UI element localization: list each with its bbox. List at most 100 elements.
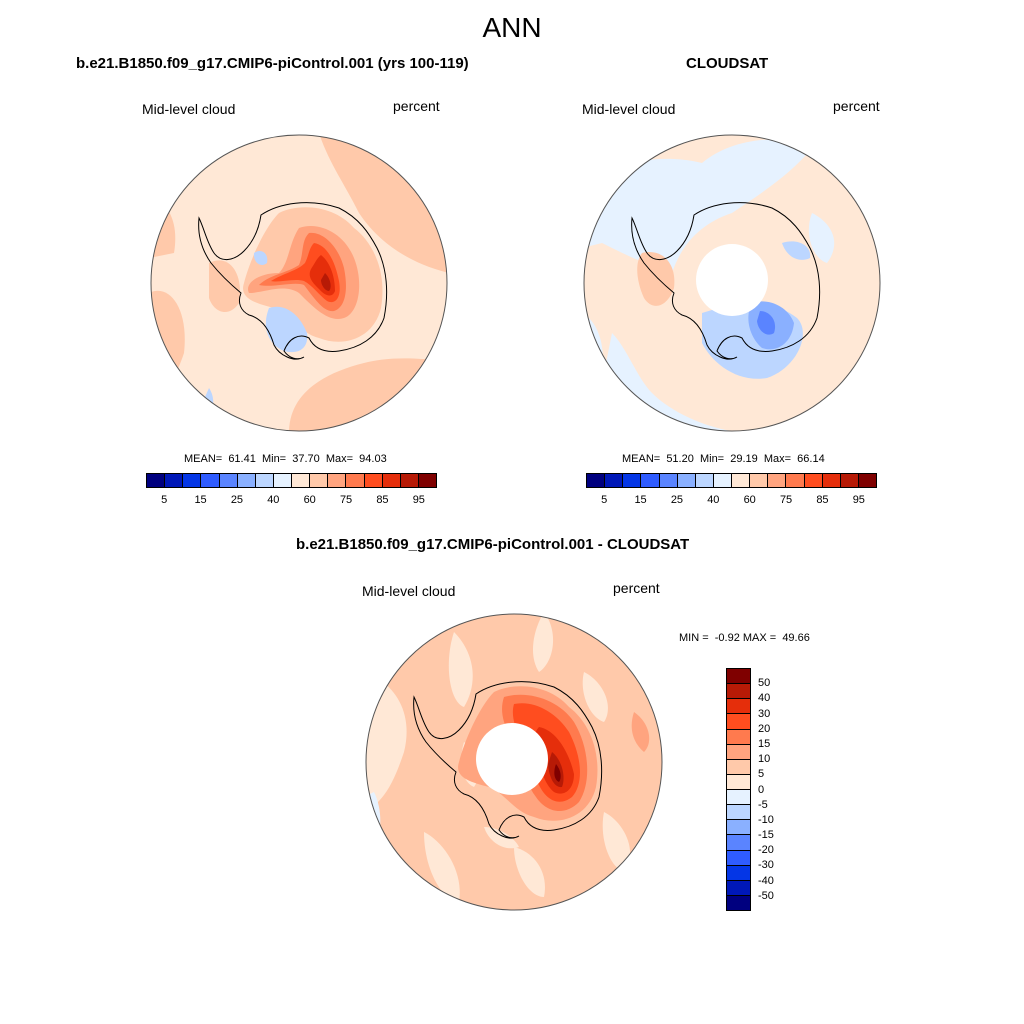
colorbar-box xyxy=(659,474,678,487)
colorbar-tick-label: 60 xyxy=(743,494,756,506)
colorbar-box xyxy=(292,474,311,487)
colorbar-box xyxy=(147,474,166,487)
colorbar-box xyxy=(727,699,750,715)
colorbar-tick-label: 15 xyxy=(758,737,771,750)
colorbar-box xyxy=(641,474,660,487)
page-title: ANN xyxy=(482,12,542,43)
colorbar-box xyxy=(768,474,787,487)
colorbar-tick-label: 40 xyxy=(707,494,720,506)
colorbar-tick-label: -20 xyxy=(758,844,774,857)
colorbar-box xyxy=(822,474,841,487)
colorbar-box xyxy=(732,474,751,487)
colorbar-tick-label: 95 xyxy=(852,494,865,506)
colorbar-box xyxy=(677,474,696,487)
diff-variable-label: Mid-level cloud xyxy=(362,583,456,599)
diff-colorbar-ticks: 50 40 30 20 15 10 5 0 -5 -10 -15 -20 -30 -40 -50 xyxy=(758,668,798,911)
colorbar-box xyxy=(727,865,750,881)
colorbar-box xyxy=(165,474,184,487)
colorbar-tick-label: 15 xyxy=(194,494,207,506)
colorbar-tick-label: 20 xyxy=(758,722,771,735)
colorbar-box xyxy=(727,744,750,760)
colorbar-box xyxy=(786,474,805,487)
diff-panel-title: b.e21.B1850.f09_g17.CMIP6-piControl.001 … xyxy=(296,536,690,553)
obs-stats: MEAN= 51.20 Min= 29.19 Max= 66.14 xyxy=(622,453,825,465)
diff-colorbar xyxy=(726,668,751,911)
colorbar-tick-label: -50 xyxy=(758,889,774,902)
colorbar-tick-label: 5 xyxy=(161,494,168,506)
colorbar-tick-label: 50 xyxy=(758,677,771,690)
obs-variable-label: Mid-level cloud xyxy=(582,101,676,117)
colorbar-box xyxy=(418,474,436,487)
colorbar-box xyxy=(219,474,238,487)
colorbar-box xyxy=(255,474,274,487)
diff-polar-map xyxy=(365,613,663,911)
colorbar-box xyxy=(201,474,220,487)
colorbar-box xyxy=(727,759,750,775)
obs-colorbar-ticks: 5 15 25 40 60 75 85 95 xyxy=(586,494,877,508)
colorbar-box xyxy=(727,729,750,745)
model-variable-label: Mid-level cloud xyxy=(142,101,236,117)
colorbar-box xyxy=(858,474,876,487)
colorbar-tick-label: 60 xyxy=(303,494,316,506)
colorbar-tick-label: -5 xyxy=(758,798,768,811)
colorbar-box xyxy=(623,474,642,487)
colorbar-box xyxy=(310,474,329,487)
colorbar-tick-label: 75 xyxy=(779,494,793,506)
diff-stats: MIN = -0.92 MAX = 49.66 xyxy=(679,632,810,644)
diff-units-label: percent xyxy=(613,580,660,596)
colorbar-box xyxy=(695,474,714,487)
colorbar-box xyxy=(605,474,624,487)
colorbar-box xyxy=(273,474,292,487)
colorbar-box xyxy=(727,805,750,821)
colorbar-tick-label: -15 xyxy=(758,829,774,842)
obs-panel-title: CLOUDSAT xyxy=(686,55,769,72)
colorbar-box xyxy=(400,474,419,487)
colorbar-box xyxy=(840,474,859,487)
colorbar-tick-label: 10 xyxy=(758,753,771,766)
colorbar-box xyxy=(364,474,383,487)
colorbar-tick-label: 85 xyxy=(816,494,829,506)
colorbar-tick-label: 25 xyxy=(230,494,244,506)
colorbar-box xyxy=(750,474,769,487)
colorbar-tick-label: 40 xyxy=(758,692,771,705)
colorbar-box xyxy=(727,774,750,790)
colorbar-box xyxy=(727,895,750,910)
model-panel-title: b.e21.B1850.f09_g17.CMIP6-piControl.001 … xyxy=(76,55,469,72)
model-colorbar-ticks: 5 15 25 40 60 75 85 95 xyxy=(146,494,437,508)
obs-colorbar xyxy=(586,473,877,488)
model-polar-map xyxy=(150,134,448,432)
colorbar-box xyxy=(713,474,732,487)
colorbar-box xyxy=(587,474,606,487)
colorbar-box xyxy=(328,474,347,487)
colorbar-tick-label: 85 xyxy=(376,494,389,506)
colorbar-box xyxy=(727,669,750,685)
colorbar-tick-label: -10 xyxy=(758,813,774,826)
colorbar-box xyxy=(727,714,750,730)
colorbar-tick-label: 30 xyxy=(758,707,771,720)
colorbar-box xyxy=(727,880,750,896)
obs-units-label: percent xyxy=(833,98,880,114)
colorbar-box xyxy=(727,790,750,806)
colorbar-box xyxy=(237,474,256,487)
colorbar-box xyxy=(727,684,750,700)
colorbar-box xyxy=(727,820,750,836)
colorbar-box xyxy=(727,835,750,851)
colorbar-tick-label: 75 xyxy=(339,494,353,506)
colorbar-tick-label: 5 xyxy=(758,768,765,781)
colorbar-box xyxy=(346,474,365,487)
model-stats: MEAN= 61.41 Min= 37.70 Max= 94.03 xyxy=(184,453,387,465)
colorbar-tick-label: 5 xyxy=(601,494,608,506)
colorbar-tick-label: 40 xyxy=(267,494,280,506)
colorbar-box xyxy=(727,850,750,866)
colorbar-tick-label: -40 xyxy=(758,874,774,887)
colorbar-tick-label: 95 xyxy=(412,494,425,506)
colorbar-box xyxy=(382,474,401,487)
colorbar-tick-label: 0 xyxy=(758,783,765,796)
colorbar-tick-label: 25 xyxy=(670,494,684,506)
model-colorbar xyxy=(146,473,437,488)
colorbar-box xyxy=(804,474,823,487)
model-units-label: percent xyxy=(393,98,440,114)
colorbar-box xyxy=(183,474,202,487)
colorbar-tick-label: 15 xyxy=(634,494,647,506)
colorbar-tick-label: -30 xyxy=(758,859,774,872)
